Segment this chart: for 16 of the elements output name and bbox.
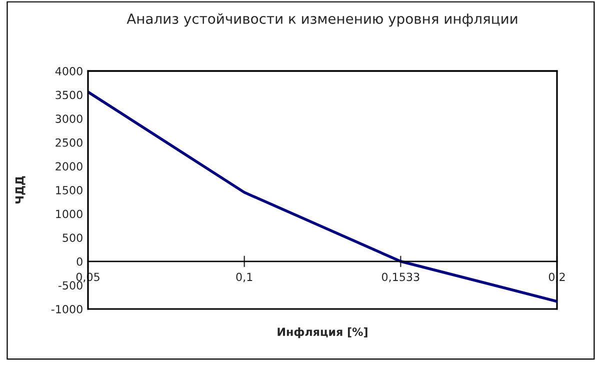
x-tick-label: 0,1533 <box>382 272 420 282</box>
y-tick-label: 2000 <box>56 162 82 171</box>
y-tick-label: 0 <box>76 257 82 266</box>
y-tick-label: 1000 <box>56 210 82 218</box>
y-tick-label: 3000 <box>56 114 82 123</box>
y-tick-label: 3500 <box>56 90 82 100</box>
y-tick-label: -1000 <box>51 304 82 314</box>
y-tick-label: -500 <box>58 281 82 290</box>
chart-title: Анализ устойчивости к изменению уровня инфляции <box>126 13 518 27</box>
y-axis-title: ЧДД <box>15 176 26 204</box>
x-tick-label: 0,1 <box>236 272 252 282</box>
y-tick-label: 500 <box>62 234 82 242</box>
x-axis-title: Инфляция [%] <box>278 327 368 338</box>
y-tick-label: 4000 <box>55 66 82 76</box>
y-tick-label: 2500 <box>56 138 82 147</box>
y-tick-label: 1500 <box>56 186 82 194</box>
